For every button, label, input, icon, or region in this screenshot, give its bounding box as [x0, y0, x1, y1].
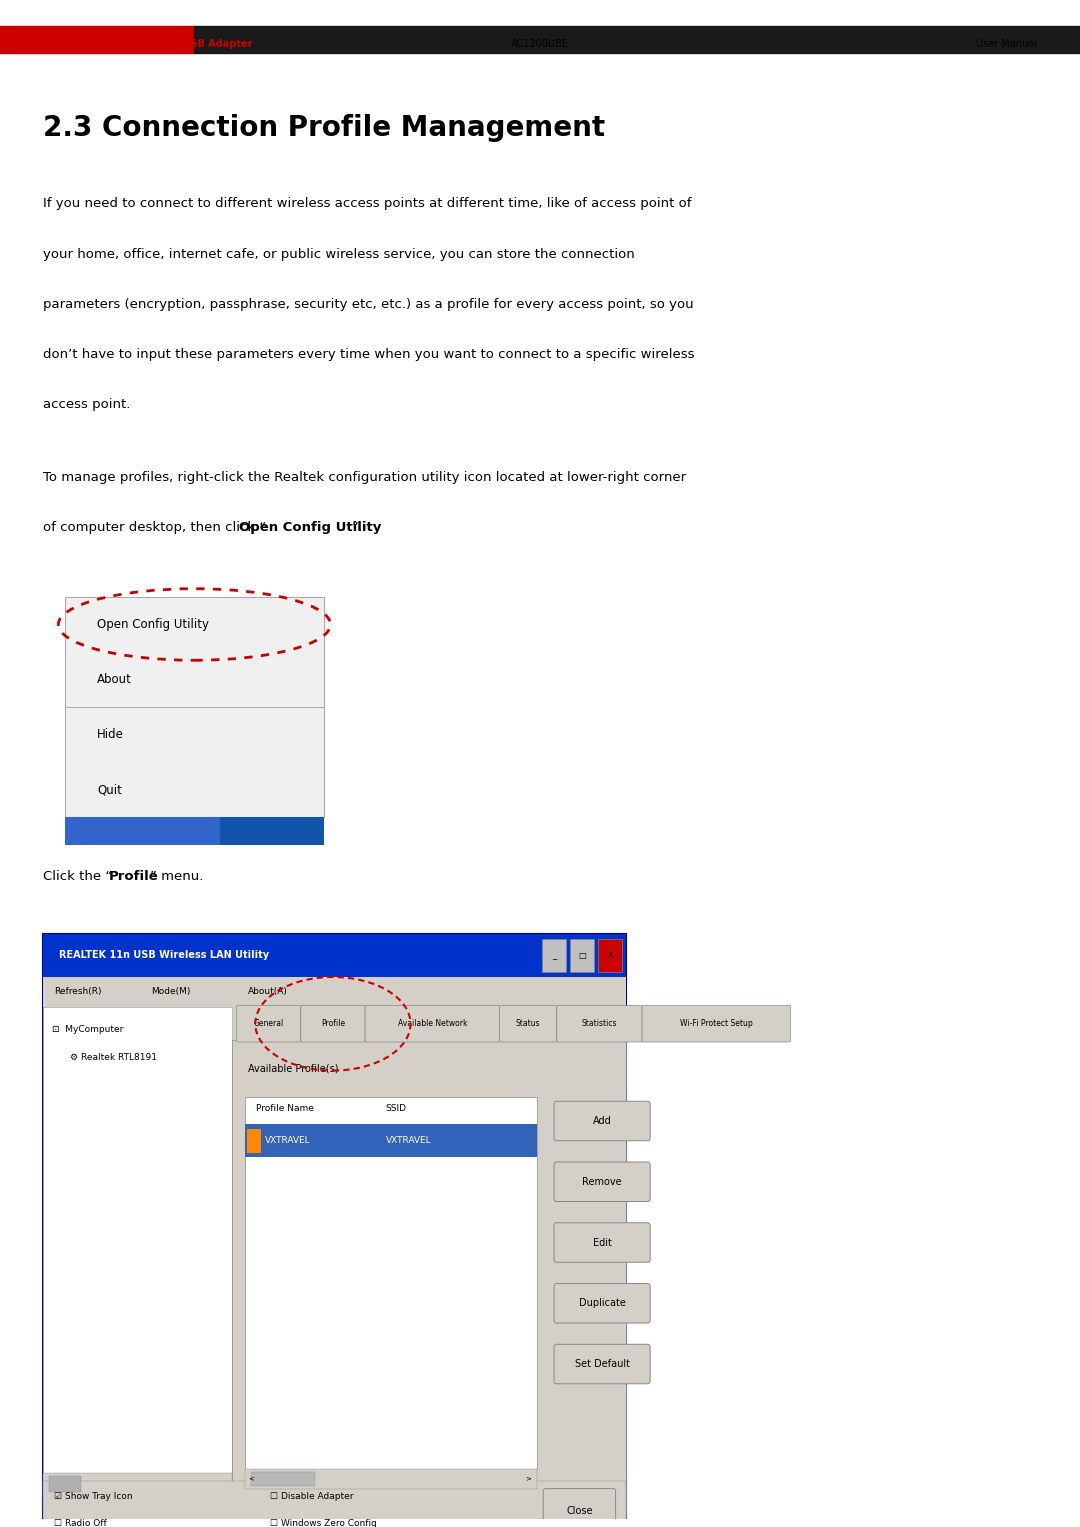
FancyBboxPatch shape [554, 1101, 650, 1141]
Text: About(A): About(A) [248, 988, 288, 997]
Text: Statistics: Statistics [582, 1020, 617, 1028]
Text: your home, office, internet cafe, or public wireless service, you can store the : your home, office, internet cafe, or pub… [43, 247, 635, 261]
Text: parameters (encryption, passphrase, security etc, etc.) as a profile for every a: parameters (encryption, passphrase, secu… [43, 298, 693, 310]
Text: Duplicate: Duplicate [579, 1298, 625, 1309]
Bar [245, 1124, 537, 1157]
Text: Mode(M): Mode(M) [151, 988, 190, 997]
Text: VXTRAVEL: VXTRAVEL [265, 1136, 310, 1145]
Bar [542, 939, 566, 973]
Text: >: > [526, 1475, 531, 1481]
Text: Edit: Edit [593, 1237, 611, 1248]
FancyBboxPatch shape [642, 1006, 791, 1041]
Text: General: General [254, 1020, 284, 1028]
Text: access point.: access point. [43, 399, 131, 411]
Text: X: X [607, 951, 613, 960]
Bar [0, 26, 194, 53]
Text: ☐ Radio Off: ☐ Radio Off [54, 1519, 107, 1527]
Bar [251, 1472, 315, 1486]
Text: 2.3 Connection Profile Management: 2.3 Connection Profile Management [43, 115, 605, 142]
Bar [598, 939, 622, 973]
Text: To manage profiles, right-click the Realtek configuration utility icon located a: To manage profiles, right-click the Real… [43, 470, 686, 484]
Text: REALTEK 11n USB Wireless LAN Utility: REALTEK 11n USB Wireless LAN Utility [59, 950, 270, 960]
Text: of computer desktop, then click “: of computer desktop, then click “ [43, 521, 267, 534]
Bar [65, 817, 324, 844]
Bar [194, 26, 1080, 53]
Text: ”.: ”. [352, 521, 363, 534]
Bar [43, 935, 626, 977]
Bar [65, 597, 324, 817]
Text: Wireless 11ac Dual Band USB Adapter: Wireless 11ac Dual Band USB Adapter [43, 40, 253, 49]
Text: _: _ [552, 951, 556, 960]
Text: Profile Name: Profile Name [256, 1104, 314, 1113]
FancyBboxPatch shape [554, 1223, 650, 1263]
Text: Status: Status [516, 1020, 540, 1028]
Text: Quit: Quit [97, 783, 122, 796]
Text: ☐ Disable Adapter: ☐ Disable Adapter [270, 1492, 353, 1501]
Text: Close: Close [566, 1506, 593, 1516]
Text: Hide: Hide [97, 728, 124, 741]
FancyBboxPatch shape [365, 1006, 499, 1041]
Text: Refresh(R): Refresh(R) [54, 988, 102, 997]
Text: <: < [248, 1475, 254, 1481]
Bar [43, 935, 626, 1527]
Text: If you need to connect to different wireless access points at different time, li: If you need to connect to different wire… [43, 197, 691, 211]
Text: Available Network: Available Network [397, 1020, 467, 1028]
Text: ⊡  MyComputer: ⊡ MyComputer [52, 1025, 123, 1034]
FancyBboxPatch shape [499, 1006, 557, 1041]
Text: Remove: Remove [582, 1177, 622, 1186]
Text: Profile: Profile [108, 870, 159, 884]
FancyBboxPatch shape [237, 1006, 300, 1041]
Text: VXTRAVEL: VXTRAVEL [386, 1136, 431, 1145]
Bar [245, 1469, 537, 1489]
Text: ☐ Windows Zero Config: ☐ Windows Zero Config [270, 1519, 377, 1527]
Bar [49, 1477, 81, 1492]
FancyBboxPatch shape [554, 1284, 650, 1322]
Text: Profile: Profile [321, 1020, 345, 1028]
FancyBboxPatch shape [557, 1006, 642, 1041]
FancyBboxPatch shape [300, 1006, 365, 1041]
Bar [570, 939, 594, 973]
Bar [232, 1040, 626, 1527]
Bar [245, 1096, 537, 1469]
Text: User Manual: User Manual [975, 40, 1037, 49]
Bar [220, 817, 324, 844]
Text: Set Default: Set Default [575, 1359, 630, 1370]
FancyBboxPatch shape [543, 1489, 616, 1527]
Bar [43, 1008, 232, 1474]
Text: Click the “: Click the “ [43, 870, 112, 884]
Text: Open Config Utility: Open Config Utility [97, 618, 210, 631]
Text: About: About [97, 673, 132, 686]
Bar [43, 977, 626, 1008]
Text: Available Profile(s): Available Profile(s) [248, 1063, 339, 1073]
Text: □: □ [578, 951, 586, 960]
FancyBboxPatch shape [554, 1344, 650, 1383]
Text: AC1200UBE: AC1200UBE [511, 40, 569, 49]
Text: 17: 17 [531, 1474, 549, 1487]
FancyBboxPatch shape [554, 1162, 650, 1202]
Text: ☑ Show Tray Icon: ☑ Show Tray Icon [54, 1492, 133, 1501]
Text: Add: Add [593, 1116, 611, 1125]
Bar [43, 1481, 626, 1527]
Bar [247, 1128, 261, 1153]
Bar [43, 1474, 232, 1495]
Text: don’t have to input these parameters every time when you want to connect to a sp: don’t have to input these parameters eve… [43, 348, 694, 360]
Text: ⚙ Realtek RTL8191: ⚙ Realtek RTL8191 [70, 1052, 158, 1061]
Text: Wi-Fi Protect Setup: Wi-Fi Protect Setup [680, 1020, 753, 1028]
Text: ” menu.: ” menu. [150, 870, 203, 884]
Text: Open Config Utility: Open Config Utility [240, 521, 381, 534]
Text: SSID: SSID [386, 1104, 406, 1113]
